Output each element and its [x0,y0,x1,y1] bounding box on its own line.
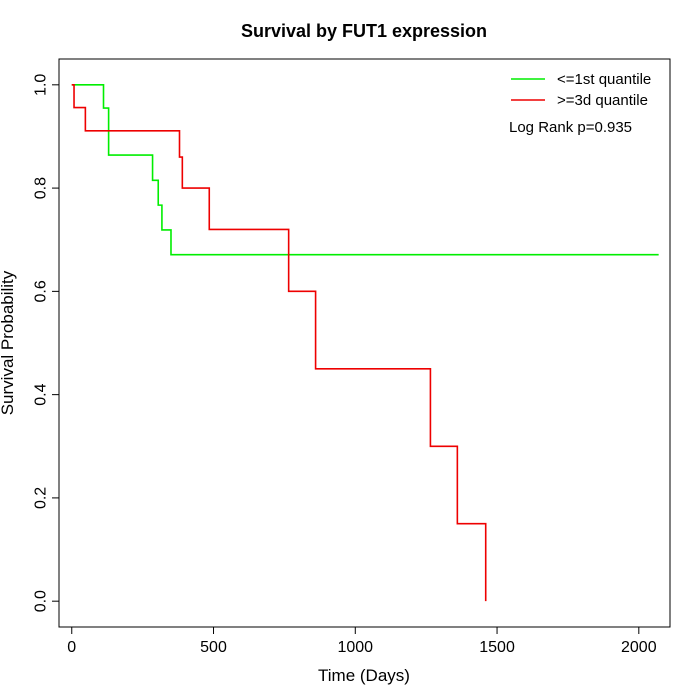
x-axis: 0 500 1000 1500 2000 [67,626,657,656]
series-layer [71,84,659,602]
y-tick-label: 0.8 [33,177,50,199]
x-tick-label: 1500 [479,639,515,656]
log-rank-annotation: Log Rank p=0.935 [509,119,632,136]
x-tick-label: 1000 [337,639,373,656]
x-axis-label: Time (Days) [318,666,410,685]
y-tick-label: 0.0 [33,590,50,612]
legend-label: >=3d quantile [557,92,648,109]
y-axis: 0.0 0.2 0.4 0.6 0.8 1.0 [33,74,60,612]
x-tick-label: 0 [67,639,76,656]
x-tick-label: 2000 [621,639,657,656]
chart-title: Survival by FUT1 expression [241,21,487,41]
y-axis-label: Survival Probability [0,270,17,415]
y-tick-label: 0.2 [33,487,50,509]
legend: <=1st quantile >=3d quantile [511,71,651,109]
legend-label: <=1st quantile [557,71,651,88]
y-tick-label: 0.6 [33,280,50,302]
series-line-1 [71,84,659,256]
y-tick-label: 1.0 [33,74,50,96]
series-line-2 [71,84,487,602]
x-tick-label: 500 [200,639,227,656]
y-tick-label: 0.4 [33,383,50,405]
